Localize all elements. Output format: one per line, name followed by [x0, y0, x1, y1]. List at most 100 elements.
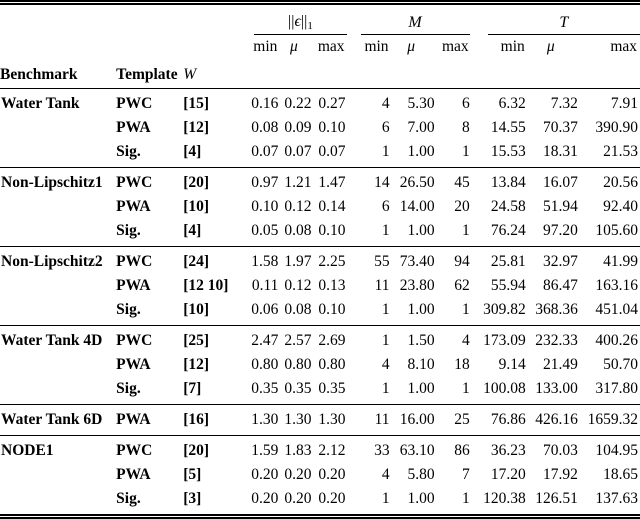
benchmark-cell: Water Tank 4D	[1, 332, 103, 349]
t-mu-cell: 86.47	[542, 277, 578, 294]
t-mu-cell: 70.37	[542, 119, 578, 136]
w-header: W	[183, 66, 197, 83]
m-min-cell: 1	[381, 332, 390, 349]
eps-max-cell: 0.14	[318, 198, 346, 215]
table-row: PWA [12] 0.08 0.09 0.10 6 7.00 8 14.55 7…	[0, 116, 640, 140]
m-min-cell: 6	[381, 198, 390, 215]
template-cell: Sig.	[116, 222, 141, 239]
subheader-m-max: max	[442, 38, 469, 55]
benchmark-cell: Water Tank 6D	[1, 411, 103, 428]
citation-cell: [20]	[183, 174, 210, 191]
m-mu-cell: 8.10	[407, 356, 435, 373]
m-max-cell: 1	[461, 301, 470, 318]
table-row: Water Tank 6D PWA [16] 1.30 1.30 1.30 11…	[0, 405, 640, 436]
table-row: Non-Lipschitz2 PWC [24] 1.58 1.97 2.25 5…	[0, 247, 640, 275]
m-min-cell: 1	[381, 301, 390, 318]
table-row: PWA [12 10] 0.11 0.12 0.13 11 23.80 62 5…	[0, 274, 640, 298]
citation-cell: [25]	[183, 332, 210, 349]
eps-max-cell: 2.25	[318, 253, 346, 270]
t-max-cell: 21.53	[603, 143, 638, 160]
t-max-cell: 390.90	[595, 119, 638, 136]
t-group-rule: T	[487, 14, 640, 35]
eps-max-cell: 0.20	[318, 466, 346, 483]
m-group-rule: M	[360, 14, 470, 35]
template-cell: Sig.	[116, 380, 141, 397]
table-row: Sig. [10] 0.06 0.08 0.10 1 1.00 1 309.82…	[0, 298, 640, 326]
t-mu-cell: 17.92	[542, 466, 578, 483]
table-row: Water Tank 4D PWC [25] 2.47 2.57 2.69 1 …	[0, 326, 640, 354]
eps-mu-cell: 0.20	[284, 490, 312, 507]
subheader-t-mu: μ	[546, 38, 555, 55]
citation-cell: [12]	[183, 119, 210, 136]
eps-mu-cell: 0.07	[284, 143, 312, 160]
benchmark-cell	[0, 353, 116, 377]
header-label-row: Benchmark Template W	[0, 61, 640, 89]
table-header: ||ϵ||1 M T min μ max min μ max min μ max	[0, 3, 640, 89]
m-mu-cell: 1.00	[407, 222, 435, 239]
eps-min-cell: 0.10	[251, 198, 279, 215]
citation-cell: [15]	[183, 95, 210, 112]
eps-min-cell: 0.11	[251, 277, 279, 294]
m-min-cell: 1	[381, 222, 390, 239]
t-mu-cell: 126.51	[535, 490, 578, 507]
subheader-eps-mu: μ	[290, 38, 298, 55]
template-cell: PWA	[116, 119, 151, 136]
m-max-cell: 1	[461, 380, 470, 397]
m-max-cell: 1	[461, 143, 470, 160]
subheader-t-max: max	[610, 38, 637, 55]
m-mu-cell: 5.80	[407, 466, 435, 483]
eps-mu-cell: 1.97	[284, 253, 312, 270]
eps-max-cell: 0.10	[318, 222, 346, 239]
eps-min-cell: 0.35	[251, 380, 279, 397]
t-min-cell: 100.08	[483, 380, 526, 397]
epsilon-group-rule: ||ϵ||1	[254, 13, 347, 35]
t-min-cell: 25.81	[490, 253, 526, 270]
eps-mu-cell: 0.35	[284, 380, 312, 397]
benchmark-cell: NODE1	[1, 442, 54, 459]
eps-max-cell: 1.47	[318, 174, 346, 191]
citation-cell: [4]	[183, 143, 202, 160]
eps-mu-cell: 0.22	[284, 95, 312, 112]
m-mu-cell: 5.30	[407, 95, 435, 112]
t-max-cell: 104.95	[595, 442, 638, 459]
t-max-cell: 7.91	[610, 95, 638, 112]
m-mu-cell: 1.00	[407, 143, 435, 160]
benchmark-cell	[0, 195, 116, 219]
m-max-cell: 25	[454, 411, 470, 428]
t-mu-cell: 7.32	[550, 95, 578, 112]
column-group-t: T	[472, 3, 640, 35]
column-group-row: ||ϵ||1 M T	[0, 3, 640, 35]
template-cell: PWC	[116, 332, 153, 349]
epsilon-icon: ϵ	[294, 13, 301, 30]
t-group-label: T	[559, 14, 569, 31]
citation-cell: [4]	[183, 222, 202, 239]
t-min-cell: 15.53	[490, 143, 526, 160]
table-row: Sig. [4] 0.07 0.07 0.07 1 1.00 1 15.53 1…	[0, 140, 640, 168]
eps-max-cell: 0.80	[318, 356, 346, 373]
eps-max-cell: 2.12	[318, 442, 346, 459]
table-row: Non-Lipschitz1 PWC [20] 0.97 1.21 1.47 1…	[0, 168, 640, 196]
m-min-cell: 33	[374, 442, 390, 459]
template-cell: PWC	[116, 253, 153, 270]
column-group-m: M	[348, 3, 472, 35]
subheader-m-mu: μ	[407, 38, 415, 55]
eps-min-cell: 1.30	[251, 411, 279, 428]
table-row: Sig. [4] 0.05 0.08 0.10 1 1.00 1 76.24 9…	[0, 219, 640, 247]
m-max-cell: 6	[461, 95, 470, 112]
template-cell: PWC	[116, 95, 153, 112]
m-max-cell: 8	[461, 119, 470, 136]
t-min-cell: 309.82	[483, 301, 526, 318]
eps-mu-cell: 1.21	[284, 174, 312, 191]
t-mu-cell: 368.36	[535, 301, 578, 318]
t-mu-cell: 32.97	[542, 253, 578, 270]
eps-mu-cell: 0.08	[284, 301, 312, 318]
subheader-eps-min: min	[253, 38, 278, 55]
m-max-cell: 86	[454, 442, 470, 459]
t-mu-cell: 426.16	[535, 411, 578, 428]
benchmark-group: Water Tank 4D PWC [25] 2.47 2.57 2.69 1 …	[0, 325, 640, 405]
eps-min-cell: 0.16	[251, 95, 279, 112]
benchmark-group: Water Tank 6D PWA [16] 1.30 1.30 1.30 11…	[0, 404, 640, 436]
t-max-cell: 105.60	[595, 222, 638, 239]
benchmark-group: NODE1 PWC [20] 1.59 1.83 2.12 33 63.10 8…	[0, 435, 640, 517]
